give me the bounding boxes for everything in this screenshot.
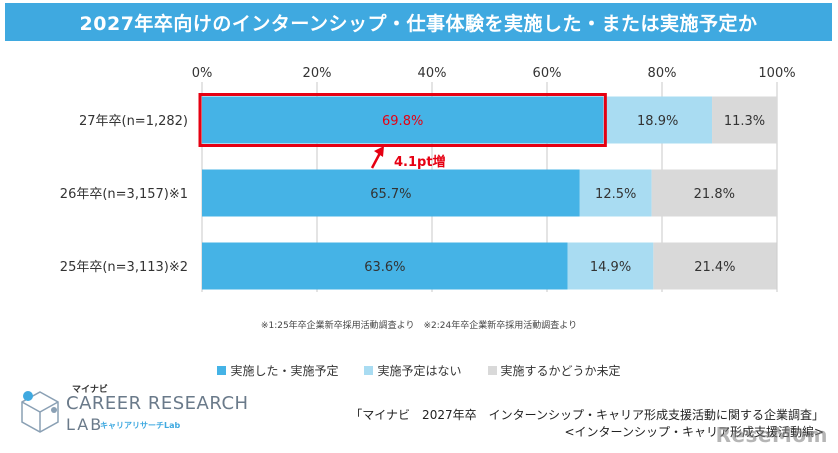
data-label: 21.4% — [694, 260, 735, 275]
x-tick-label: 0% — [192, 66, 213, 81]
logo-line1: CAREER RESEARCH — [66, 393, 249, 414]
legend-swatch — [364, 366, 374, 375]
data-label: 14.9% — [590, 260, 631, 275]
stacked-bar-chart: 0% 20% 40% 60% 80% 100% 27年卒(n=1,282) 69.8% 18.9… — [60, 66, 796, 292]
x-tick-label: 100% — [758, 66, 795, 81]
legend-swatch — [217, 366, 227, 375]
x-tick-label: 60% — [533, 66, 562, 81]
legend-item: 実施した・実施予定 — [217, 362, 338, 379]
legend-label: 実施した・実施予定 — [230, 364, 339, 378]
data-label: 65.7% — [370, 187, 411, 202]
bar-segment — [202, 242, 568, 290]
legend-item: 実施予定はない — [364, 362, 462, 379]
watermark: ReseMom — [715, 423, 828, 447]
category-label: 26年卒(n=3,157)※1 — [60, 187, 188, 202]
logo-tagline: キャリアリサーチLab — [100, 421, 181, 430]
bar-segment — [712, 96, 777, 144]
highlight-box — [198, 93, 607, 147]
legend-swatch — [487, 366, 497, 375]
annotation-arrow-head — [374, 146, 384, 157]
logo-line2: LAB — [66, 415, 104, 434]
legend: 実施した・実施予定 実施予定はない 実施するかどうか未定 — [0, 362, 838, 379]
data-label: 21.8% — [694, 187, 735, 202]
logo-brand: マイナビ — [72, 385, 108, 395]
data-label: 69.8% — [382, 114, 423, 129]
data-label: 63.6% — [364, 260, 405, 275]
x-tick-label: 20% — [303, 66, 332, 81]
bar-segment — [579, 169, 652, 217]
legend-label: 実施するかどうか未定 — [500, 364, 621, 378]
footnote: ※1:25年卒企業新卒採用活動調査より ※2:24年卒企業新卒採用活動調査より — [260, 321, 578, 331]
data-label: 12.5% — [595, 187, 636, 202]
bar-segment — [567, 242, 654, 290]
source-line1: 「マイナビ 2027年卒 インターンシップ・キャリア形成支援活動に関する企業調査… — [350, 408, 824, 422]
source-citation: 「マイナビ 2027年卒 インターンシップ・キャリア形成支援活動に関する企業調査… — [350, 407, 824, 441]
chart-title: 2027年卒向けのインターンシップ・仕事体験を実施した・または実施予定か — [5, 3, 832, 41]
annotation-arrow — [370, 152, 382, 169]
bar-segment — [202, 96, 604, 144]
career-research-lab-logo: マイナビ CAREER RESEARCH LAB キャリアリサーチLab — [18, 382, 248, 442]
legend-label: 実施予定はない — [377, 364, 462, 378]
bar-segment — [202, 169, 580, 217]
lab-logo-icon — [21, 391, 59, 433]
bar-segment — [651, 169, 777, 217]
legend-item: 実施するかどうか未定 — [487, 362, 621, 379]
bar-segment — [653, 242, 777, 290]
bar-segment — [603, 96, 713, 144]
data-label: 18.9% — [637, 114, 678, 129]
x-tick-label: 40% — [418, 66, 447, 81]
x-tick-label: 80% — [648, 66, 677, 81]
annotation-label: 4.1pt増 — [394, 154, 446, 170]
category-label: 25年卒(n=3,113)※2 — [60, 260, 188, 275]
source-line2: <インターンシップ・キャリア形成支援活動編> — [564, 425, 824, 439]
data-label: 11.3% — [724, 114, 765, 129]
category-label: 27年卒(n=1,282) — [79, 114, 188, 129]
